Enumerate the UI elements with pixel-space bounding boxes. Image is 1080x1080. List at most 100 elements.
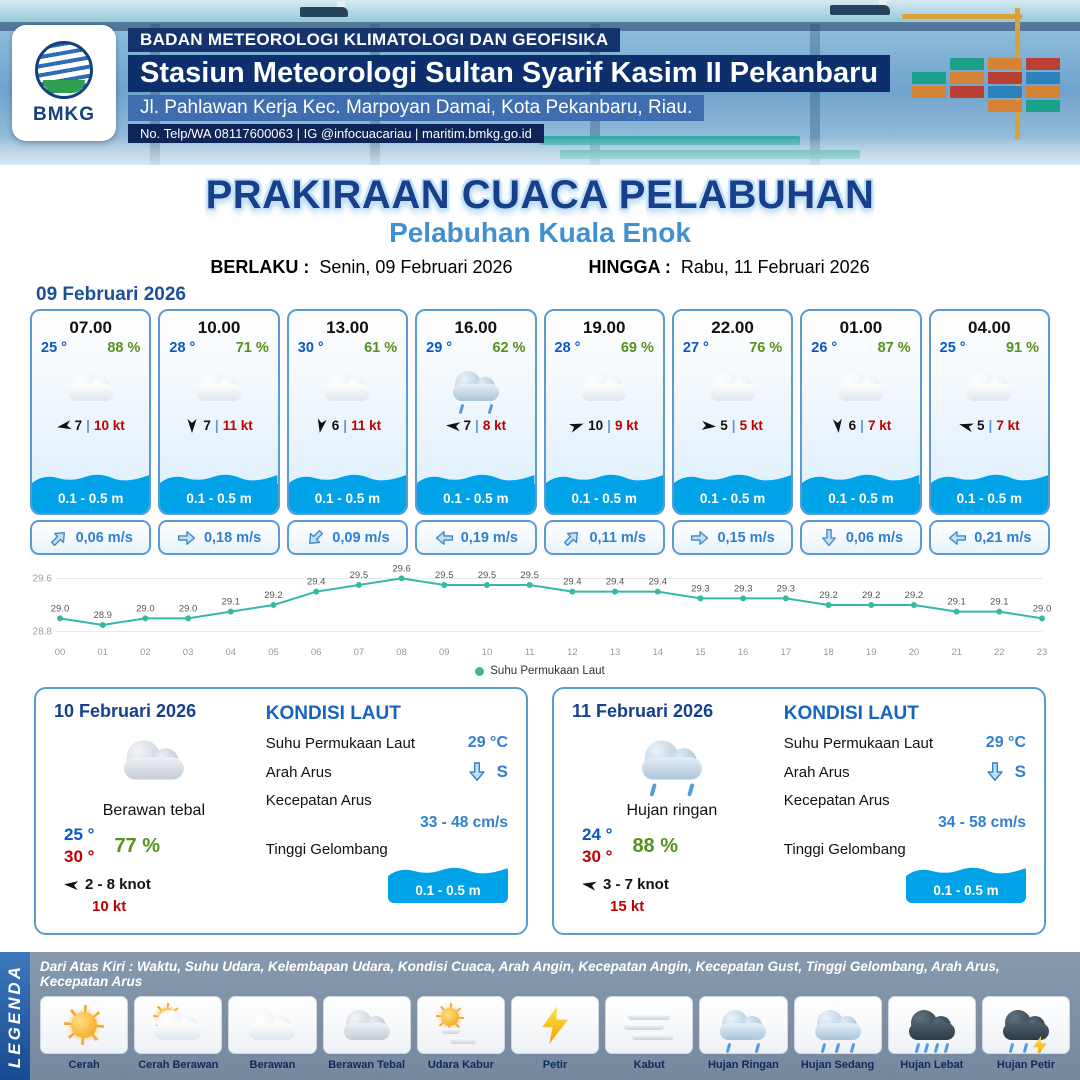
current-speed: 0,21 m/s bbox=[974, 529, 1032, 546]
svg-text:20: 20 bbox=[909, 647, 920, 658]
humidity: 71 % bbox=[235, 340, 269, 356]
container-decor bbox=[950, 86, 984, 98]
current-box: 0,18 m/s bbox=[158, 520, 280, 555]
wave-height-band: 0.1 - 0.5 m bbox=[802, 472, 920, 513]
wind-speed: 5 bbox=[977, 418, 985, 433]
container-decor bbox=[950, 72, 984, 84]
wind-separator: | bbox=[988, 418, 993, 433]
cloud-thick-icon bbox=[338, 1002, 396, 1048]
berlaku-label: BERLAKU : bbox=[210, 257, 310, 277]
legend-item-label: Hujan Petir bbox=[996, 1059, 1055, 1071]
wind-speed: 6 bbox=[331, 418, 340, 433]
wave-height: 0.1 - 0.5 m bbox=[288, 484, 407, 513]
svg-text:04: 04 bbox=[225, 647, 236, 658]
svg-text:29.4: 29.4 bbox=[606, 577, 625, 588]
wind-direction-icon bbox=[185, 419, 199, 433]
legend-item-label: Cerah bbox=[68, 1059, 100, 1071]
temp-humidity-row: 28 ° 69 % bbox=[546, 338, 663, 356]
wind-direction-icon bbox=[581, 876, 597, 892]
humidity: 88 % bbox=[107, 340, 141, 356]
wind-info: 7 | 10 kt bbox=[57, 418, 125, 433]
wave-height: 0.1 - 0.5 m bbox=[802, 484, 920, 513]
wave-height-band: 0.1 - 0.5 m bbox=[288, 472, 407, 513]
wind-info: 6 | 11 kt bbox=[314, 418, 381, 433]
kondisi-laut-column: KONDISI LAUT Suhu Permukaan Laut 29 °C Arah… bbox=[254, 701, 508, 921]
wave-height-band: 0.1 - 0.5 m bbox=[673, 472, 792, 513]
svg-text:10: 10 bbox=[482, 647, 493, 658]
legend-item: Kabut bbox=[605, 996, 694, 1071]
svg-text:14: 14 bbox=[652, 647, 663, 658]
legend-icon-box bbox=[322, 996, 411, 1054]
wind-info: 5 | 7 kt bbox=[959, 418, 1020, 433]
container-decor bbox=[988, 58, 1022, 70]
forecast-column: 22.00 27 ° 76 % 5 | 5 kt 0.1 - 0.5 m 0,15 m/s bbox=[671, 309, 794, 555]
wind-gust: 8 kt bbox=[482, 418, 507, 433]
svg-text:29.5: 29.5 bbox=[478, 570, 497, 581]
legend-icon-box bbox=[605, 996, 694, 1054]
wave-height-band: 0.1 - 0.5 m bbox=[32, 472, 150, 513]
svg-text:29.5: 29.5 bbox=[520, 570, 539, 581]
wave-height-band: 0.1 - 0.5 m bbox=[417, 472, 535, 513]
wind-speed: 6 bbox=[848, 418, 857, 433]
forecast-card: 04.00 25 ° 91 % 5 | 7 kt 0.1 - 0.5 m bbox=[928, 309, 1050, 515]
current-direction-letter: S bbox=[1014, 762, 1026, 781]
current-direction-value: S bbox=[984, 761, 1026, 783]
sst-label: Suhu Permukaan Laut bbox=[783, 734, 934, 752]
rain-storm-icon bbox=[997, 1002, 1055, 1053]
forecast-card: 10.00 28 ° 71 % 7 | 11 kt 0.1 - 0.5 m bbox=[158, 309, 280, 515]
legend-icon-box bbox=[40, 996, 129, 1054]
kondisi-laut-column: KONDISI LAUT Suhu Permukaan Laut 29 °C Arah… bbox=[772, 701, 1026, 921]
bolt-icon bbox=[526, 1002, 584, 1048]
wind-direction-icon bbox=[957, 417, 974, 434]
daily-forecast-row: 10 Februari 2026 Berawan tebal 25 ° 30 ° 77 … bbox=[0, 681, 1080, 935]
daily-humidity: 88 % bbox=[632, 834, 679, 857]
svg-text:29.0: 29.0 bbox=[51, 603, 70, 614]
forecast-date: 09 Februari 2026 bbox=[36, 284, 186, 305]
rain-heavy-icon bbox=[903, 1002, 961, 1053]
header: BMKG BADAN METEOROLOGI KLIMATOLOGI DAN G… bbox=[0, 0, 1080, 165]
current-direction-letter: S bbox=[496, 762, 508, 781]
current-speed-value: 33 - 48 cm/s bbox=[420, 814, 508, 831]
legend-item-label: Berawan Tebal bbox=[328, 1059, 406, 1071]
forecast-card: 19.00 28 ° 69 % 10 | 9 kt 0.1 - 0.5 m bbox=[543, 309, 665, 515]
svg-text:09: 09 bbox=[439, 647, 450, 658]
svg-text:29.5: 29.5 bbox=[350, 570, 369, 581]
wind-separator: | bbox=[731, 418, 736, 433]
berlaku-value: Senin, 09 Februari 2026 bbox=[319, 257, 513, 277]
wind-speed: 7 bbox=[463, 418, 472, 433]
forecast-time: 07.00 bbox=[69, 318, 112, 337]
cloud-icon bbox=[62, 363, 120, 409]
forecast-time: 01.00 bbox=[839, 318, 883, 337]
temp-humidity-row: 29 ° 62 % bbox=[417, 338, 534, 356]
station-name: Stasiun Meteorologi Sultan Syarif Kasim … bbox=[128, 55, 891, 92]
wave-height-band: 0.1 - 0.5 m bbox=[930, 472, 1048, 513]
hingga-value: Rabu, 11 Februari 2026 bbox=[680, 257, 870, 277]
wave-icon bbox=[802, 474, 920, 485]
sst-value: 29 °C bbox=[985, 734, 1026, 751]
daily-wind-range: 2 - 8 knot bbox=[85, 876, 151, 893]
wind-gust: 7 kt bbox=[867, 418, 892, 433]
ship-icon bbox=[830, 0, 890, 15]
svg-text:15: 15 bbox=[695, 647, 706, 658]
bmkg-logo: BMKG bbox=[12, 25, 116, 141]
validity-period: BERLAKU : Senin, 09 Februari 2026 HINGGA… bbox=[0, 257, 1080, 278]
current-box: 0,15 m/s bbox=[671, 520, 794, 555]
weather-icon-wrap bbox=[447, 358, 505, 415]
wave-height-label: Tinggi Gelombang bbox=[783, 841, 906, 858]
weather-icon-wrap bbox=[960, 358, 1018, 414]
sun-icon bbox=[55, 1002, 113, 1048]
gantry-column-decor bbox=[810, 24, 820, 165]
current-direction-icon bbox=[50, 531, 65, 546]
title-block: PRAKIRAAN CUACA PELABUHAN Pelabuhan Kual… bbox=[0, 165, 1080, 278]
daily-temp-max: 30 ° bbox=[64, 847, 95, 866]
svg-text:28.9: 28.9 bbox=[93, 610, 112, 621]
wind-gust: 9 kt bbox=[614, 418, 639, 433]
wave-height-band: 0.1 - 0.5 m bbox=[160, 472, 278, 513]
current-speed: 0,11 m/s bbox=[589, 529, 646, 546]
legend-vertical-label: LEGENDA bbox=[5, 963, 24, 1069]
svg-text:29.3: 29.3 bbox=[691, 583, 710, 594]
humidity: 62 % bbox=[492, 340, 526, 356]
svg-text:07: 07 bbox=[354, 647, 365, 658]
wind-direction-icon bbox=[568, 417, 586, 435]
current-direction-label: Arah Arus bbox=[265, 763, 332, 781]
